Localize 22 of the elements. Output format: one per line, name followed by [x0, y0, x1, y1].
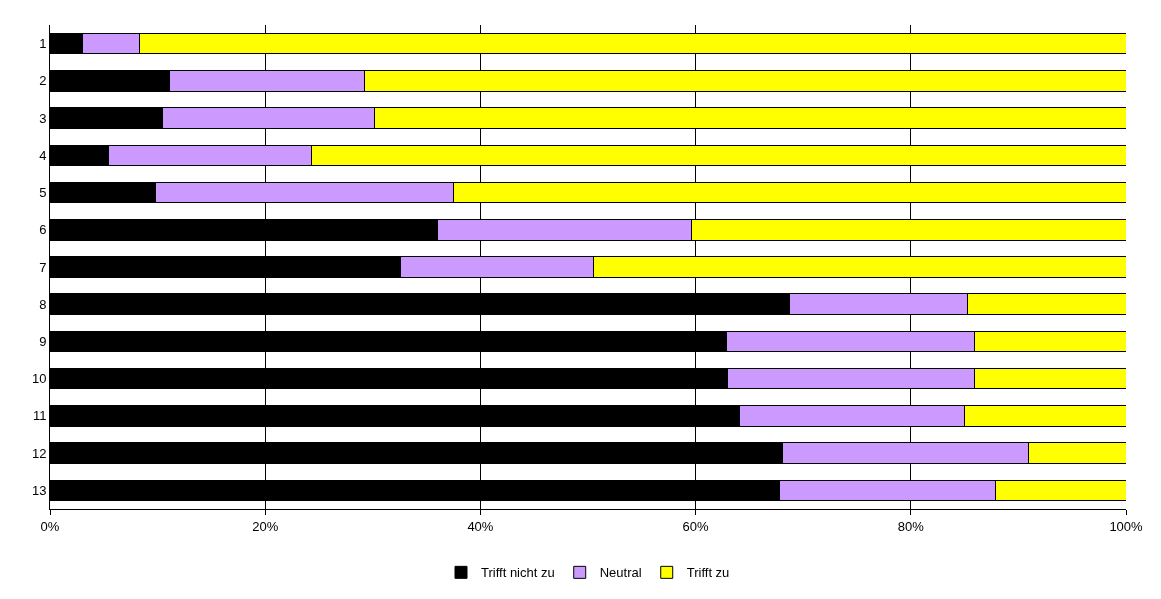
y-tick-label: 3 [39, 110, 47, 126]
y-tick-label: 4 [39, 147, 47, 163]
x-tick-label: 0% [40, 518, 60, 534]
x-tick-label: 60% [682, 518, 710, 534]
y-tick-label: 2 [39, 73, 47, 89]
y-tick-label: 10 [31, 371, 47, 387]
y-tick-label: 1 [39, 36, 47, 52]
y-tick-label: 13 [31, 482, 47, 498]
x-tick-label: 100% [1109, 518, 1144, 534]
y-tick-label: 6 [39, 222, 47, 238]
legend-label: Neutral [599, 565, 642, 581]
y-tick-label: 5 [39, 185, 47, 201]
legend-label: Trifft nicht zu [481, 565, 555, 581]
y-tick-label: 12 [31, 445, 47, 461]
y-tick-label: 9 [39, 334, 47, 350]
x-tick-label: 20% [252, 518, 279, 534]
x-tick-label: 40% [467, 518, 494, 534]
y-tick-label: 7 [39, 259, 47, 275]
x-tick-label: 80% [897, 518, 925, 534]
legend-label: Trifft zu [686, 565, 730, 581]
y-tick-label: 8 [39, 296, 47, 312]
y-tick-label: 11 [32, 408, 47, 424]
